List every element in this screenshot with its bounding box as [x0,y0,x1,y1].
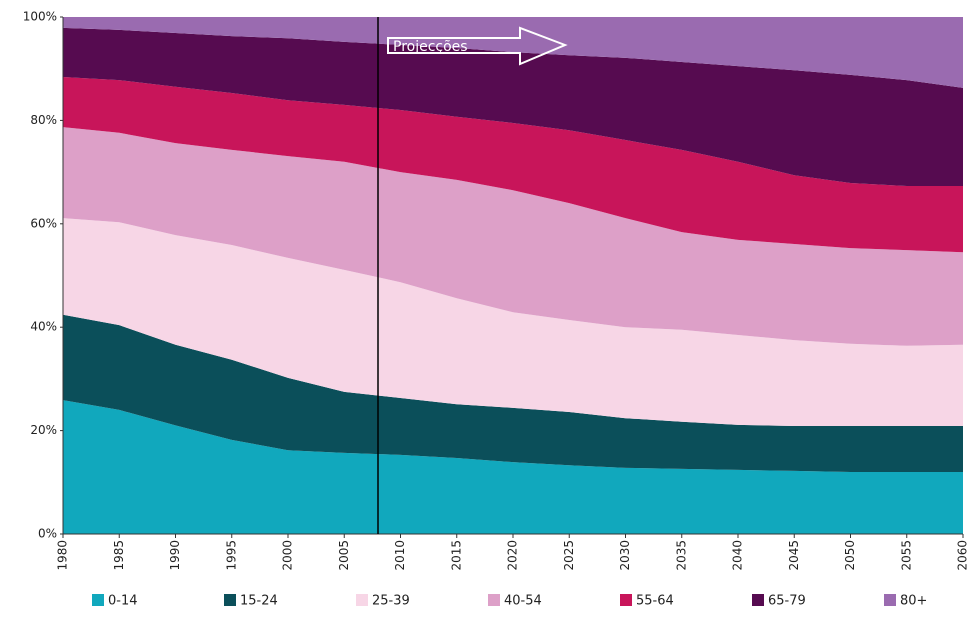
area [63,314,963,472]
legend-label: 55-64 [636,594,674,609]
legend-label: 0-14 [108,594,138,609]
legend-label: 15-24 [240,594,278,609]
y-tick-label: 20% [30,423,57,437]
x-tick-label: 2020 [506,540,520,571]
legend-swatch [884,594,896,606]
x-tick-label: 1980 [56,540,70,571]
y-tick-label: 100% [23,10,57,24]
y-tick-label: 40% [30,320,57,334]
area [63,400,963,534]
x-tick-label: 2025 [562,540,576,571]
x-tick-label: 2035 [674,540,688,571]
projection-arrow [387,26,568,66]
x-tick-label: 2005 [337,540,351,571]
x-tick-label: 2050 [843,540,857,571]
x-tick-label: 2010 [393,540,407,571]
x-tick-label: 2030 [618,540,632,571]
x-tick-label: 2060 [956,540,968,571]
area [63,17,963,88]
x-tick-label: 2000 [281,540,295,571]
x-tick-label: 2055 [899,540,913,571]
legend-label: 80+ [900,594,927,609]
x-tick-label: 1985 [112,540,126,571]
x-tick-label: 2045 [787,540,801,571]
legend-swatch [488,594,500,606]
legend-label: 25-39 [372,594,410,609]
x-tick-label: 2015 [449,540,463,571]
y-tick-label: 60% [30,216,57,230]
area [63,76,963,253]
annotation-text: Projecções [393,39,468,55]
area [63,27,963,187]
legend-swatch [620,594,632,606]
legend-swatch [224,594,236,606]
legend-swatch [356,594,368,606]
legend-label: 65-79 [768,594,806,609]
legend-label: 40-54 [504,594,542,609]
area [63,127,963,346]
y-tick-label: 80% [30,113,57,127]
x-tick-label: 1990 [168,540,182,571]
y-tick-label: 0% [38,527,57,541]
legend-swatch [92,594,104,606]
x-tick-label: 2040 [731,540,745,571]
area [63,218,963,426]
legend-swatch [752,594,764,606]
x-tick-label: 1995 [224,540,238,571]
